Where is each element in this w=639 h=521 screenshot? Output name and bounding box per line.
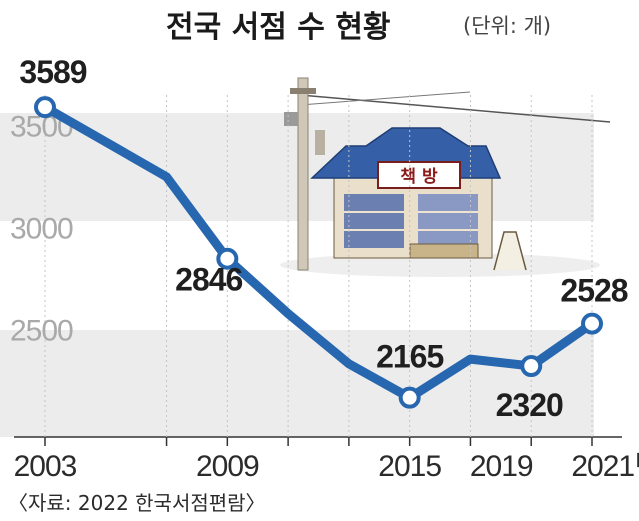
x-tick-label: 2015 [378,450,441,483]
data-point-marker [216,247,239,270]
x-tick-label: 2021년 [571,450,639,483]
series-line [40,102,597,403]
data-label: 2320 [496,387,563,423]
data-label: 2165 [376,339,443,375]
data-point-marker [581,312,603,335]
bookstore-sign: 책 방 [400,167,438,187]
data-point-marker [398,386,421,409]
chart-unit-note: (단위: 개) [463,14,551,38]
data-label: 2528 [560,273,627,309]
y-tick-label: 3000 [10,212,73,245]
data-label: 3589 [19,54,86,90]
x-tick-label: 2019 [470,450,533,483]
data-point-marker [520,355,543,378]
grid-band-lower [0,330,594,437]
x-tick-label: 2003 [14,450,77,483]
y-tick-label: 2500 [10,314,73,347]
data-label: 2846 [175,262,242,298]
source-note: 〈자료: 2022 한국서점편람〉 [8,491,266,515]
x-tick-label: 2009 [196,450,259,483]
bookstore-illustration: 책 방 [280,77,611,277]
data-point-marker [34,96,56,119]
chart-title: 전국 서점 수 현황 [166,10,391,45]
